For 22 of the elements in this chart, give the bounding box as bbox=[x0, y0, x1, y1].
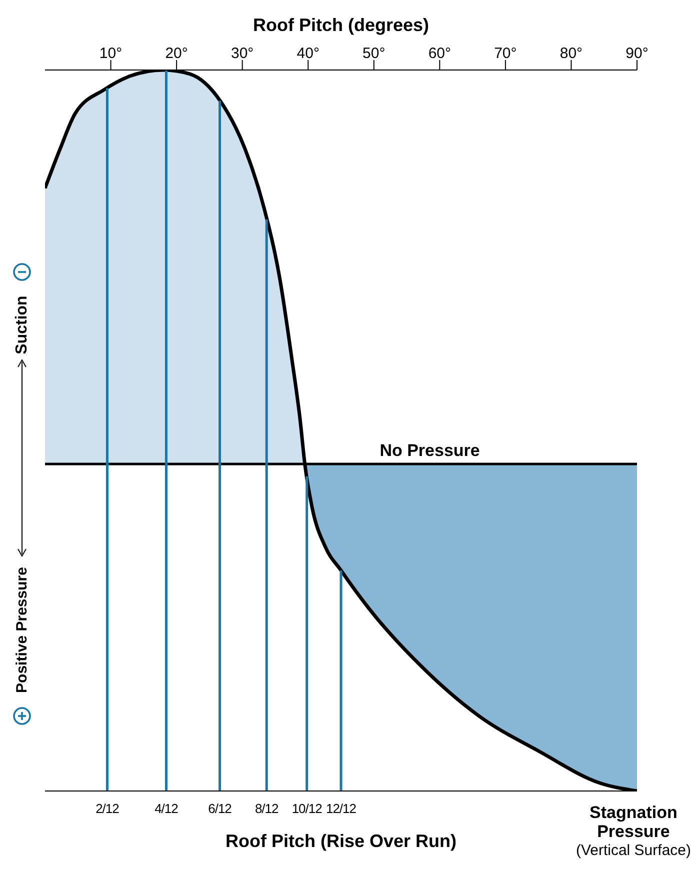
text: Suction bbox=[14, 296, 30, 354]
text: Positive Pressure bbox=[14, 567, 30, 693]
text: 12/12 bbox=[326, 801, 356, 816]
text: 8/12 bbox=[254, 801, 279, 816]
x-tick-label: 90° bbox=[626, 45, 648, 62]
ref-line-label: No Pressure bbox=[380, 440, 480, 460]
x-tick-label: 30° bbox=[230, 45, 254, 62]
text: 4/12 bbox=[154, 801, 178, 816]
text: 6/12 bbox=[208, 801, 232, 816]
text: Roof Pitch (Rise Over Run) bbox=[225, 831, 457, 851]
text: 10/12 bbox=[292, 801, 322, 816]
x-tick-label: 40° bbox=[296, 45, 320, 62]
x-tick-label: 50° bbox=[362, 45, 386, 62]
x-tick-label: 60° bbox=[428, 45, 452, 62]
x-tick-label: 70° bbox=[494, 45, 517, 62]
text: 2/12 bbox=[96, 801, 120, 816]
x-tick-label: 10° bbox=[99, 45, 122, 62]
text: Stagnation Pressure bbox=[588, 803, 678, 841]
x-tick-label: 20° bbox=[165, 45, 188, 62]
x-tick-label: 80° bbox=[560, 45, 583, 62]
x-axis-title: Roof Pitch (degrees) bbox=[252, 14, 430, 35]
text: (Vertical Surface) bbox=[576, 841, 691, 860]
